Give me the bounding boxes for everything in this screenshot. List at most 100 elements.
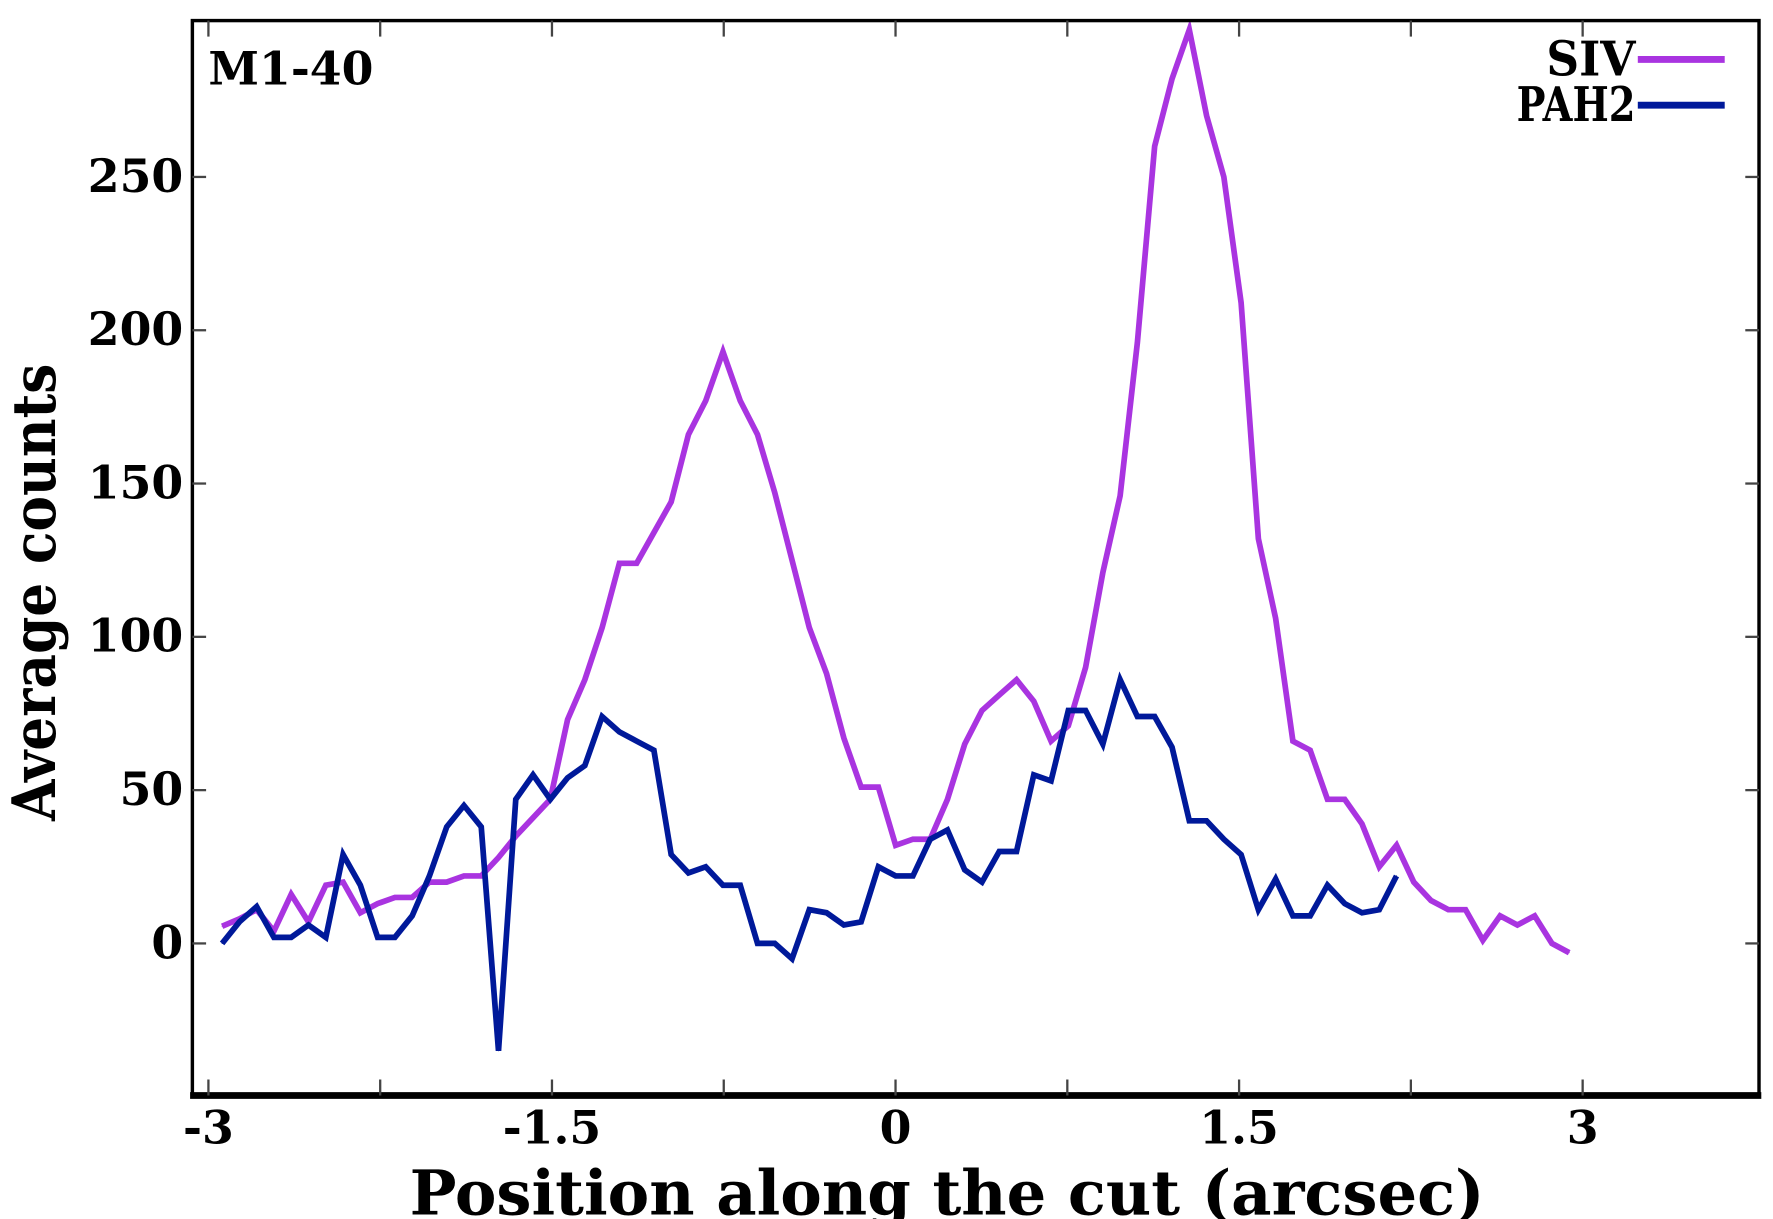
data-point-siv [463, 875, 465, 877]
data-point-pah2 [687, 872, 690, 874]
data-point-siv [843, 737, 845, 739]
data-point-pah2 [946, 829, 949, 831]
data-point-siv [1154, 145, 1156, 147]
y-tick-label: 0 [151, 915, 183, 969]
data-point-pah2 [1361, 912, 1363, 914]
data-point-siv [1516, 924, 1518, 926]
data-point-siv [826, 673, 828, 675]
data-point-pah2 [1085, 709, 1087, 711]
data-point-pah2 [636, 740, 638, 742]
data-point-pah2 [998, 850, 1000, 853]
data-point-siv [946, 798, 949, 800]
data-point-siv [290, 893, 292, 895]
data-point-siv [325, 884, 327, 886]
data-point-pah2 [860, 921, 862, 923]
data-point-pah2 [273, 936, 275, 938]
data-point-pah2 [584, 765, 586, 767]
data-point-pah2 [256, 906, 258, 908]
x-tick-label: 1.5 [1199, 1101, 1279, 1155]
data-point-pah2 [342, 853, 344, 856]
x-tick-label: 3 [1567, 1101, 1599, 1155]
data-point-siv [1378, 866, 1380, 868]
data-point-pah2 [877, 866, 879, 868]
data-point-siv [636, 562, 638, 564]
data-point-pah2 [238, 921, 240, 923]
data-point-siv [566, 719, 569, 721]
data-point-siv [1568, 952, 1570, 954]
series-line-siv [220, 18, 1571, 956]
data-point-siv [394, 896, 396, 899]
data-point-pah2 [1015, 850, 1018, 853]
data-point-siv [1171, 78, 1173, 80]
data-point-pah2 [515, 798, 517, 800]
data-point-siv [653, 532, 655, 534]
legend-label: PAH2 [1517, 77, 1636, 133]
data-point-siv [1102, 571, 1104, 574]
data-point-pah2 [290, 936, 292, 938]
data-point-pah2 [1275, 878, 1277, 880]
data-point-siv [1464, 909, 1467, 911]
series-line-pah2 [219, 671, 1400, 1052]
data-point-pah2 [1378, 909, 1380, 911]
y-tick-label: 100 [88, 609, 183, 663]
data-point-pah2 [1188, 820, 1190, 822]
data-point-siv [1326, 798, 1328, 800]
y-tick-label: 150 [88, 455, 183, 509]
data-point-siv [1240, 302, 1242, 304]
data-point-pah2 [1102, 743, 1104, 745]
data-point-siv [981, 709, 983, 711]
data-point-siv [497, 857, 500, 859]
data-point-siv [1395, 844, 1398, 846]
data-point-siv [1430, 899, 1432, 902]
data-point-siv [601, 627, 603, 629]
legend-label: SIV [1546, 31, 1636, 87]
data-point-pah2 [1240, 853, 1242, 856]
data-point-siv [964, 743, 966, 745]
data-point-siv [1205, 115, 1208, 117]
data-point-pah2 [808, 909, 810, 911]
data-point-pah2 [1344, 902, 1346, 905]
data-point-siv [377, 902, 379, 905]
y-tick-label: 200 [88, 302, 183, 356]
data-point-siv [739, 400, 741, 402]
plot-frame [190, 18, 1761, 1098]
chart-title: M1-40 [208, 42, 373, 96]
x-tick-label: 0 [880, 1101, 912, 1155]
data-point-pah2 [1309, 915, 1311, 917]
data-point-pah2 [1395, 875, 1398, 877]
data-point-siv [860, 786, 862, 788]
data-point-pah2 [1154, 715, 1156, 718]
data-point-siv [774, 492, 776, 494]
data-point-siv [1361, 823, 1363, 825]
data-point-pah2 [307, 924, 310, 926]
data-point-siv [1499, 915, 1501, 917]
data-point-pah2 [601, 715, 603, 718]
data-point-siv [1136, 341, 1139, 344]
data-point-pah2 [428, 875, 430, 877]
data-point-pah2 [411, 915, 413, 917]
data-point-pah2 [359, 884, 361, 886]
data-point-pah2 [1136, 715, 1139, 718]
data-point-siv [1551, 942, 1553, 945]
data-point-siv [895, 844, 897, 846]
x-tick-label: -3 [183, 1101, 234, 1155]
data-point-pah2 [1326, 884, 1328, 886]
data-point-pah2 [1067, 709, 1069, 711]
data-point-siv [877, 786, 879, 788]
data-point-siv [359, 912, 361, 914]
data-point-siv [342, 881, 344, 883]
data-point-pah2 [895, 875, 897, 877]
data-point-pah2 [826, 912, 828, 914]
data-point-pah2 [1223, 838, 1225, 840]
data-point-siv [1482, 939, 1484, 941]
data-point-siv [791, 559, 793, 561]
data-point-siv [1534, 915, 1536, 917]
data-point-siv [808, 627, 810, 629]
data-point-pah2 [791, 958, 793, 960]
data-point-pah2 [964, 869, 966, 871]
data-point-siv [221, 925, 223, 927]
data-point-pah2 [981, 881, 983, 883]
data-point-siv [1119, 495, 1121, 497]
